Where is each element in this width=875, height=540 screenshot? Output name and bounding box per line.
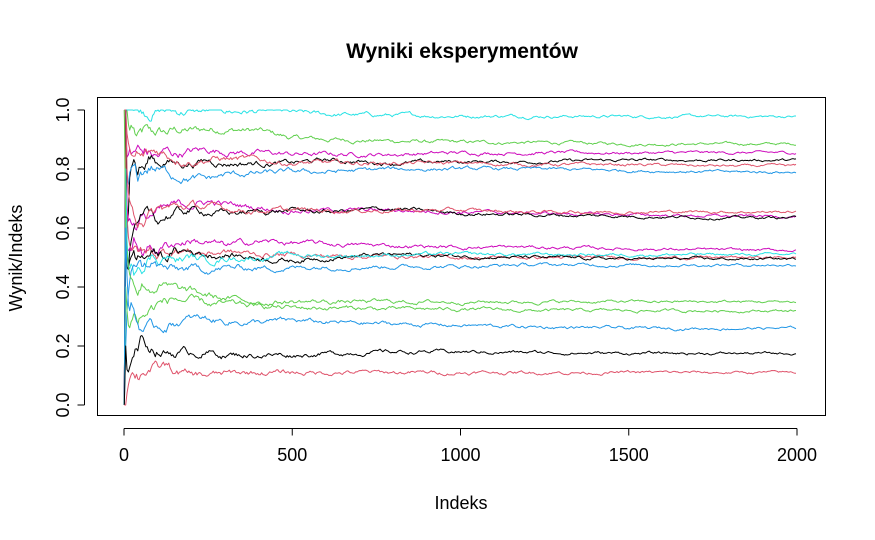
y-tick-label: 0.8 xyxy=(53,156,73,181)
series-line-15 xyxy=(123,109,797,307)
y-tick-label: 0.6 xyxy=(53,215,73,240)
x-axis-label: Indeks xyxy=(434,493,487,513)
x-tick-label: 0 xyxy=(119,445,129,465)
x-tick-label: 2000 xyxy=(777,445,817,465)
series-line-17 xyxy=(123,227,797,406)
series-line-6 xyxy=(123,109,797,406)
series-line-12 xyxy=(123,247,797,406)
y-axis: 0.0 0.2 0.4 0.6 0.8 1.0 xyxy=(53,97,85,418)
series-line-10 xyxy=(123,227,797,406)
x-axis: 0 500 1000 1500 2000 xyxy=(119,428,817,465)
x-tick-label: 1000 xyxy=(440,445,480,465)
y-axis-label: Wynik/Indeks xyxy=(6,205,26,312)
y-tick-label: 0.2 xyxy=(53,333,73,358)
series-line-9 xyxy=(124,109,797,228)
series-line-11 xyxy=(123,109,797,261)
series-line-5 xyxy=(123,109,797,406)
series-line-19 xyxy=(124,360,797,406)
series-layer xyxy=(123,109,797,406)
series-line-8 xyxy=(123,109,797,406)
x-tick-label: 500 xyxy=(277,445,307,465)
plot-box xyxy=(97,97,826,416)
series-line-13 xyxy=(123,168,797,406)
series-line-7 xyxy=(123,109,797,406)
y-tick-label: 1.0 xyxy=(53,97,73,122)
chart-title: Wyniki eksperymentów xyxy=(346,40,579,63)
series-line-14 xyxy=(123,259,797,406)
y-tick-label: 0.4 xyxy=(53,274,73,299)
series-line-18 xyxy=(123,335,797,406)
series-line-2 xyxy=(124,109,796,122)
series-line-16 xyxy=(123,286,797,406)
y-tick-label: 0.0 xyxy=(53,392,73,417)
x-tick-label: 1500 xyxy=(609,445,649,465)
series-line-3 xyxy=(123,109,797,406)
series-line-1 xyxy=(123,109,796,406)
